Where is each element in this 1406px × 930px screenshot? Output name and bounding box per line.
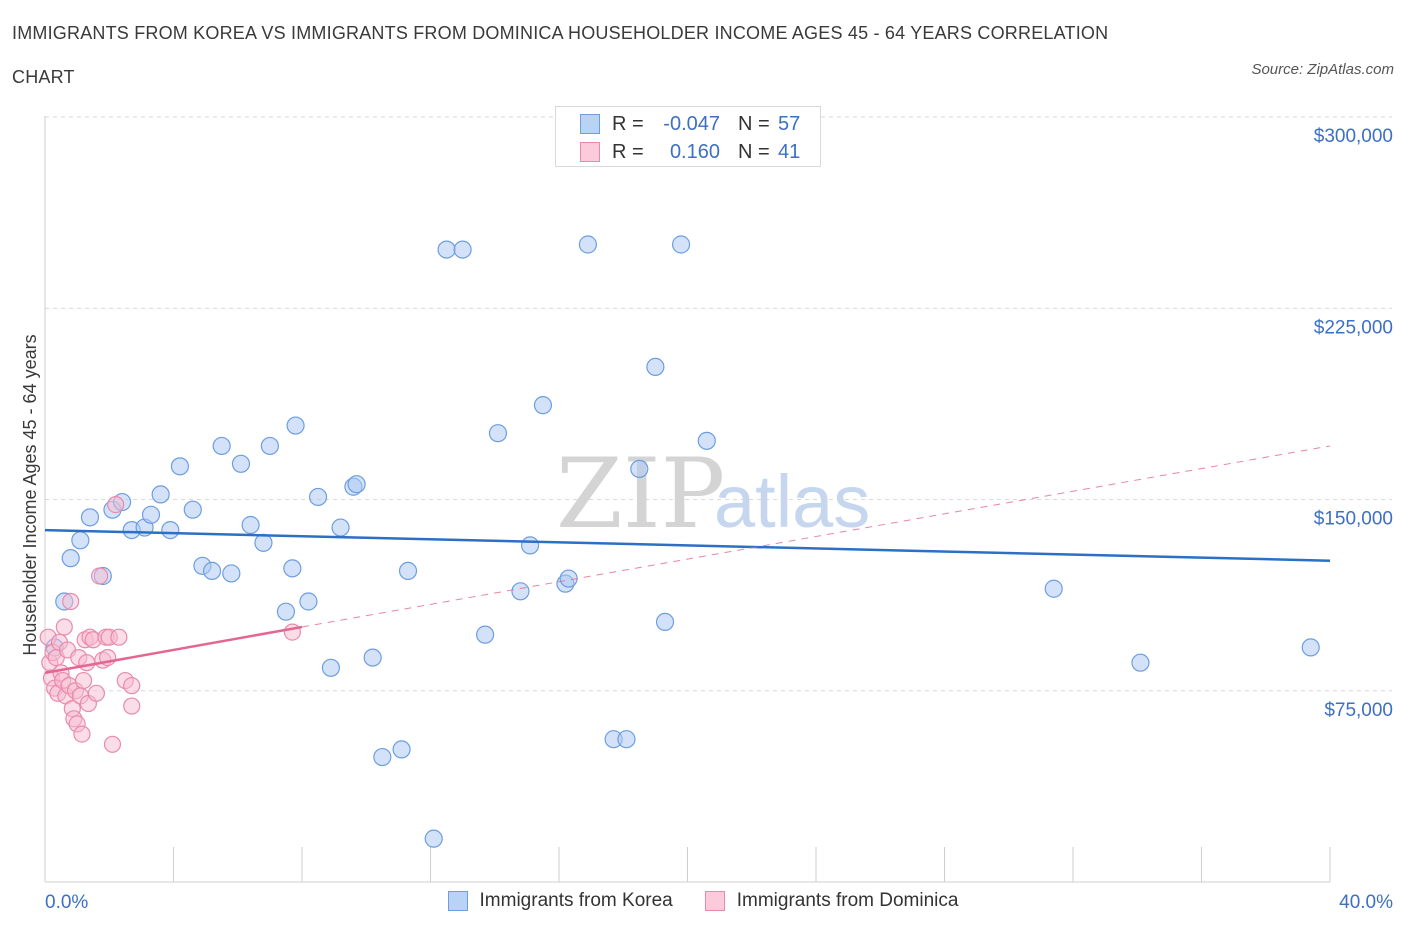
korea-point — [347, 475, 366, 494]
axis-layer — [44, 116, 1331, 883]
y-tick-label: $75,000 — [1324, 700, 1393, 721]
korea-point — [578, 235, 598, 254]
korea-point — [212, 436, 231, 456]
korea-point — [80, 508, 100, 527]
korea-point — [231, 454, 251, 473]
korea-point — [655, 612, 675, 632]
y-tick-label: $300,000 — [1314, 126, 1393, 147]
korea-point — [1301, 638, 1320, 657]
dominica-point — [91, 567, 109, 585]
korea-point — [630, 459, 649, 478]
dominica-point — [62, 592, 80, 611]
korea-point — [61, 549, 80, 568]
dominica-point — [78, 654, 96, 672]
korea-point — [321, 658, 341, 677]
y-tick-label: $225,000 — [1314, 317, 1393, 338]
legend-item-dominica[interactable]: Immigrants from Dominica — [704, 890, 959, 912]
legend-item-korea[interactable]: Immigrants from Korea — [447, 890, 673, 912]
legend-r-label: R = — [612, 112, 644, 135]
legend-label-korea: Immigrants from Korea — [479, 890, 673, 911]
x-tick-label: 40.0% — [1339, 892, 1393, 913]
legend-label-dominica: Immigrants from Dominica — [736, 890, 959, 911]
korea-point — [71, 531, 90, 550]
korea-point — [170, 457, 190, 476]
korea-point — [276, 602, 296, 621]
source-label: Source: ZipAtlas.com — [1251, 61, 1394, 78]
y-tick-label: $150,000 — [1314, 509, 1393, 530]
korea-trend-line — [44, 528, 1331, 562]
chart-title-line1: IMMIGRANTS FROM KOREA VS IMMIGRANTS FROM… — [12, 23, 1109, 43]
korea-point — [373, 747, 392, 767]
legend-swatch-korea — [447, 891, 468, 911]
y-axis-label: Householder Income Ages 45 - 64 years — [20, 334, 40, 655]
korea-point — [331, 518, 350, 537]
label-layer: $75,000 $150,000 $225,000 $300,000 0.0% 40.0% — [45, 126, 1393, 913]
chart-title: IMMIGRANTS FROM KOREA VS IMMIGRANTS FROM… — [12, 20, 1162, 90]
korea-point — [151, 485, 170, 504]
points-layer — [39, 235, 1320, 848]
dominica-point — [55, 618, 73, 636]
korea-point — [392, 740, 411, 759]
korea-point — [161, 520, 180, 540]
korea-point — [476, 625, 495, 644]
legend-row-dominica: R = 0.160 N = 41 — [580, 140, 800, 164]
dominica-point — [103, 735, 122, 753]
dominica-point — [73, 725, 91, 743]
legend-n-label: N = — [738, 112, 770, 135]
korea-point — [254, 533, 273, 552]
dominica-point — [74, 671, 93, 690]
korea-point — [1044, 579, 1063, 598]
dominica-point — [123, 677, 141, 695]
korea-point — [533, 396, 553, 415]
legend-n-label: N = — [738, 140, 770, 163]
legend-swatch-dominica — [580, 142, 600, 162]
korea-point — [241, 515, 260, 535]
legend-n-value-dominica: 41 — [778, 140, 801, 163]
legend-r-label: R = — [612, 140, 644, 163]
korea-point — [363, 648, 382, 667]
korea-point — [202, 561, 222, 581]
x-tick-label: 0.0% — [45, 892, 88, 913]
korea-point — [222, 564, 241, 583]
korea-point — [511, 582, 530, 601]
korea-point — [424, 829, 443, 848]
dominica-trend-line — [44, 625, 303, 675]
korea-point — [1131, 653, 1150, 672]
korea-point — [646, 357, 665, 376]
series-legend: Immigrants from Korea Immigrants from Do… — [0, 890, 1406, 912]
legend-row-korea: R = -0.047 N = 57 — [580, 112, 800, 136]
legend-swatch-korea — [580, 114, 600, 134]
correlation-legend: R = -0.047 N = 57 R = 0.160 N = 41 — [555, 106, 821, 167]
korea-point — [520, 536, 540, 555]
korea-point — [283, 559, 302, 578]
korea-point — [141, 505, 161, 524]
dominica-point — [107, 496, 125, 514]
korea-point — [299, 592, 318, 611]
legend-swatch-dominica — [704, 891, 725, 911]
dominica-point — [87, 684, 106, 702]
legend-n-value-korea: 57 — [778, 112, 801, 135]
chart-title-line2: CHART — [12, 67, 75, 87]
korea-point — [260, 436, 279, 456]
dominica-point — [110, 628, 128, 646]
grid-layer — [45, 116, 1392, 692]
korea-point — [398, 561, 418, 581]
trend-layer — [44, 445, 1331, 675]
watermark-zip: ZIP — [556, 438, 725, 550]
korea-point — [617, 730, 636, 749]
korea-point — [183, 500, 202, 519]
korea-point — [453, 240, 472, 259]
dominica-point — [123, 697, 141, 715]
korea-point — [286, 416, 305, 435]
korea-point — [437, 240, 456, 259]
korea-point — [308, 487, 328, 507]
korea-point — [488, 424, 508, 443]
korea-point — [697, 431, 716, 450]
legend-r-value-dominica: 0.160 — [669, 140, 720, 163]
korea-point — [671, 235, 691, 254]
legend-r-value-korea: -0.047 — [663, 112, 720, 135]
watermark-atlas: atlas — [714, 460, 870, 543]
dominica-trend-extension — [301, 445, 1331, 628]
